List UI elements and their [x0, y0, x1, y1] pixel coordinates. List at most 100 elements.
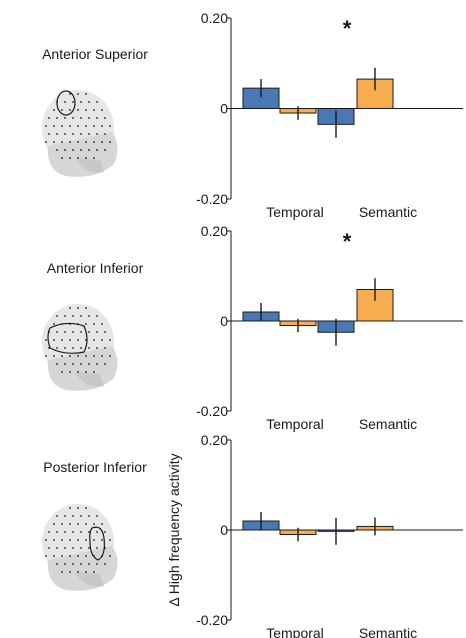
electrode-dot: [96, 331, 98, 333]
electrode-dot: [61, 125, 63, 127]
electrode-dot: [48, 133, 50, 135]
electrode-dot: [77, 571, 79, 573]
electrode-dot: [104, 563, 106, 565]
electrode-dot: [85, 93, 87, 95]
electrode-dot: [80, 101, 82, 103]
electrode-dot: [80, 547, 82, 549]
electrode-dot: [69, 371, 71, 373]
electrode-dot: [56, 515, 58, 517]
electrode-dot: [88, 315, 90, 317]
electrode-dot: [96, 149, 98, 151]
electrode-dot: [85, 507, 87, 509]
electrode-dot: [77, 555, 79, 557]
electrode-dot: [72, 149, 74, 151]
electrode-dot: [85, 355, 87, 357]
region-title-anterior-inferior: Anterior Inferior: [46, 260, 144, 276]
electrode-dot: [72, 563, 74, 565]
head-electrode-map-icon: [42, 90, 118, 177]
electrode-dot: [85, 109, 87, 111]
electrode-dot: [88, 515, 90, 517]
electrode-dot: [101, 141, 103, 143]
electrode-dot: [48, 547, 50, 549]
significance-asterisk: *: [343, 229, 352, 254]
electrode-dot: [77, 307, 79, 309]
electrode-dot: [48, 117, 50, 119]
electrode-dot: [77, 125, 79, 127]
y-axis-label: Δ High frequency activity: [166, 453, 182, 607]
head-electrode-map-icon: [42, 504, 118, 591]
electrode-dot: [77, 371, 79, 373]
electrode-dot: [64, 515, 66, 517]
electrode-dot: [69, 571, 71, 573]
electrode-dot: [88, 531, 90, 533]
electrode-dot: [72, 133, 74, 135]
electrode-dot: [45, 339, 47, 341]
electrode-dot: [72, 515, 74, 517]
electrode-dot: [69, 539, 71, 541]
region-title-anterior-superior: Anterior Superior: [42, 46, 148, 62]
electrode-dot: [104, 331, 106, 333]
electrode-dot: [61, 339, 63, 341]
x-category-label: Semantic: [359, 204, 417, 220]
electrode-dot: [48, 531, 50, 533]
y-tick-label: 0: [220, 101, 228, 117]
x-category-label: Temporal: [266, 204, 324, 220]
electrode-dot: [109, 555, 111, 557]
electrode-dot: [61, 571, 63, 573]
electrode-dot: [69, 125, 71, 127]
electrode-dot: [56, 563, 58, 565]
electrode-dot: [96, 563, 98, 565]
electrode-dot: [69, 507, 71, 509]
electrode-dot: [69, 555, 71, 557]
electrode-dot: [56, 531, 58, 533]
roi-outline: [89, 526, 105, 561]
x-category-label: Temporal: [266, 416, 324, 432]
electrode-dot: [45, 125, 47, 127]
y-tick-label: -0.20: [196, 403, 228, 419]
electrode-dot: [69, 339, 71, 341]
electrode-dot: [56, 363, 58, 365]
electrode-dot: [77, 507, 79, 509]
electrode-dot: [88, 117, 90, 119]
electrode-dot: [104, 149, 106, 151]
y-tick-label: -0.20: [196, 612, 228, 628]
head-electrode-map-icon: [42, 304, 118, 391]
electrode-dot: [96, 101, 98, 103]
electrode-dot: [56, 117, 58, 119]
electrode-dot: [109, 539, 111, 541]
electrode-dot: [80, 347, 82, 349]
electrode-dot: [88, 363, 90, 365]
electrode-dot: [53, 141, 55, 143]
electrode-dot: [93, 571, 95, 573]
electrode-dot: [104, 133, 106, 135]
electrode-dot: [93, 109, 95, 111]
electrode-dot: [85, 571, 87, 573]
electrode-dot: [64, 315, 66, 317]
roi-outline: [56, 90, 76, 116]
y-tick-label: 0: [220, 313, 228, 329]
y-tick-label: 0: [220, 522, 228, 538]
electrode-dot: [85, 307, 87, 309]
electrode-dot: [93, 371, 95, 373]
electrode-dot: [88, 331, 90, 333]
electrode-dot: [53, 339, 55, 341]
electrode-dot: [93, 125, 95, 127]
electrode-dot: [96, 515, 98, 517]
electrode-dot: [88, 547, 90, 549]
electrode-dot: [80, 117, 82, 119]
electrode-dot: [85, 539, 87, 541]
electrode-dot: [56, 547, 58, 549]
electrode-dot: [88, 149, 90, 151]
electrode-dot: [85, 125, 87, 127]
electrode-dot: [61, 141, 63, 143]
electrode-dot: [72, 363, 74, 365]
electrode-dot: [72, 531, 74, 533]
electrode-dot: [85, 371, 87, 373]
electrode-dot: [53, 539, 55, 541]
electrode-dot: [69, 93, 71, 95]
electrode-dot: [61, 355, 63, 357]
electrode-dot: [45, 539, 47, 541]
electrode-dot: [53, 555, 55, 557]
electrode-dot: [85, 141, 87, 143]
